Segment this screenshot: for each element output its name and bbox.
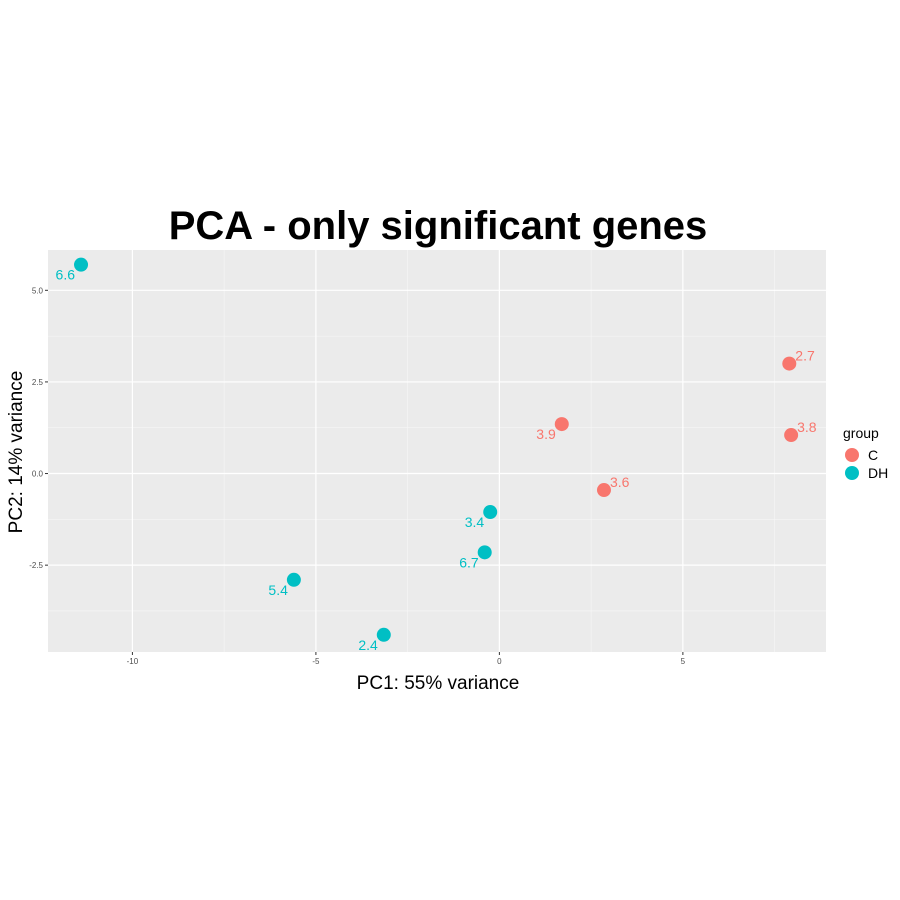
data-point xyxy=(483,505,498,520)
point-label: 3.6 xyxy=(610,474,630,490)
legend: group C DH xyxy=(843,425,888,481)
y-tick-label: -2.5 xyxy=(29,561,43,570)
x-tick-label: 0 xyxy=(497,657,502,666)
data-point xyxy=(596,483,611,498)
y-tick-label: 5.0 xyxy=(32,286,44,295)
point-labels: 2.7 3.8 3.9 3.6 6.6 3.4 6.7 5.4 2.4 xyxy=(56,267,817,653)
y-tick-label: 0.0 xyxy=(32,470,44,479)
point-label: 3.8 xyxy=(797,419,817,435)
data-point xyxy=(477,545,492,560)
legend-title: group xyxy=(843,425,879,441)
y-axis-title: PC2: 14% variance xyxy=(6,371,27,534)
data-point xyxy=(74,257,89,272)
minor-gridlines xyxy=(48,250,826,652)
chart-title: PCA - only significant genes xyxy=(169,204,708,248)
legend-key xyxy=(845,448,859,462)
y-axis-ticks: -2.5 0.0 2.5 5.0 xyxy=(29,286,48,570)
x-tick-label: -5 xyxy=(312,657,320,666)
x-tick-label: -10 xyxy=(127,657,139,666)
legend-items: C DH xyxy=(845,447,888,481)
point-label: 2.4 xyxy=(358,637,378,653)
data-point xyxy=(554,417,569,432)
x-axis-title: PC1: 55% variance xyxy=(357,673,520,694)
y-tick-label: 2.5 xyxy=(32,378,44,387)
legend-key xyxy=(845,466,859,480)
legend-label: C xyxy=(868,447,878,463)
data-point xyxy=(782,356,797,371)
x-tick-label: 5 xyxy=(681,657,686,666)
point-label: 5.4 xyxy=(268,582,288,598)
point-label: 6.6 xyxy=(56,267,76,283)
data-point xyxy=(286,572,301,587)
major-gridlines xyxy=(48,250,826,652)
point-label: 3.9 xyxy=(536,426,556,442)
point-label: 6.7 xyxy=(459,554,479,570)
data-point xyxy=(784,428,799,443)
point-label: 3.4 xyxy=(465,514,485,530)
x-axis-ticks: -10 -5 0 5 xyxy=(127,652,686,666)
plot-panel xyxy=(48,250,826,652)
legend-label: DH xyxy=(868,465,888,481)
point-label: 2.7 xyxy=(795,348,815,364)
data-points xyxy=(74,257,799,642)
data-point xyxy=(376,627,391,642)
